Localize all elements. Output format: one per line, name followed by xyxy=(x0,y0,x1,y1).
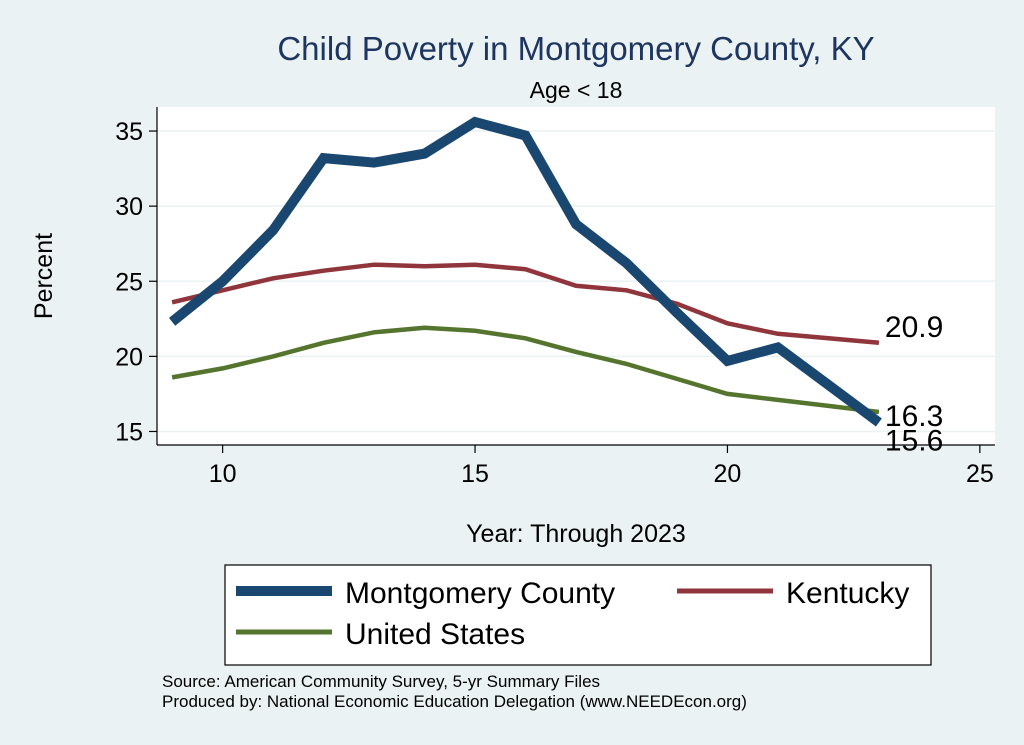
y-tick-label: 30 xyxy=(115,193,143,221)
x-tick-label: 20 xyxy=(714,460,742,488)
series-line-kentucky xyxy=(171,262,880,346)
series-line-united-states xyxy=(171,325,880,415)
y-tick-label: 20 xyxy=(115,343,143,371)
grid xyxy=(157,130,995,433)
legend-label-montgomery: Montgomery County xyxy=(345,577,615,610)
x-tick-label: 15 xyxy=(461,460,489,488)
chart-subtitle: Age < 18 xyxy=(530,77,623,103)
y-tick-label: 15 xyxy=(115,418,143,446)
y-ticks: 15 20 25 30 35 xyxy=(115,118,157,446)
series-line-montgomery-county xyxy=(168,116,882,427)
y-axis-label: Percent xyxy=(30,233,58,319)
legend-label-kentucky: Kentucky xyxy=(786,577,909,610)
x-ticks: 10 15 20 25 xyxy=(209,445,994,488)
legend-box xyxy=(224,564,932,666)
y-tick-label: 25 xyxy=(115,268,143,296)
legend-label-us: United States xyxy=(345,618,525,651)
y-tick-label: 35 xyxy=(115,118,143,146)
x-tick-label: 10 xyxy=(209,460,237,488)
end-label-kentucky: 20.9 xyxy=(885,311,943,344)
source-line: Source: American Community Survey, 5-yr … xyxy=(162,672,601,691)
x-tick-label: 25 xyxy=(966,460,994,488)
source-note: Source: American Community Survey, 5-yr … xyxy=(162,672,747,712)
end-labels: 15.6 20.9 16.3 xyxy=(885,311,943,458)
chart-title: Child Poverty in Montgomery County, KY xyxy=(277,30,874,67)
x-axis-label: Year: Through 2023 xyxy=(466,520,686,548)
series-lines xyxy=(168,116,882,427)
end-label-united-states: 16.3 xyxy=(885,400,943,433)
produced-by-line: Produced by: National Economic Education… xyxy=(162,692,747,711)
end-label-montgomery-county: 15.6 xyxy=(885,424,943,457)
